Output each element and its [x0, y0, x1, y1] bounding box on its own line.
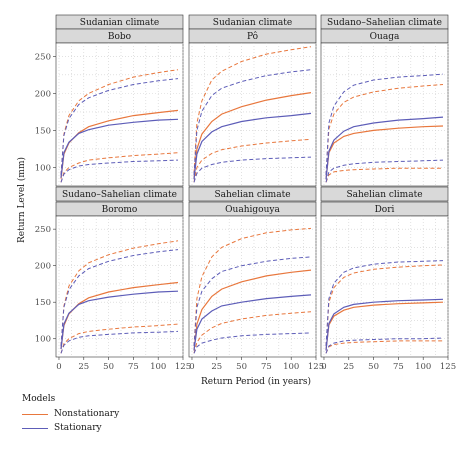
series-stationary-upper-ci	[325, 260, 444, 347]
x-tick-label: 50	[368, 362, 379, 372]
strip-climate	[55, 186, 184, 202]
plot-panel	[320, 215, 449, 358]
series-stationary-lower-ci	[60, 159, 179, 183]
series-nonstationary-lower-ci	[193, 311, 312, 354]
panel-ouahigouya: Sahelian climate Ouahigouya 0 25 50 75 100 125	[188, 186, 324, 372]
y-tick-label: 100	[35, 335, 51, 345]
x-tick-label: 100	[150, 362, 166, 372]
x-tick-label: 0	[189, 362, 194, 372]
legend-key-stationary	[22, 427, 48, 429]
strip-station-label: Bobo	[108, 32, 131, 42]
legend-item-stationary: Stationary	[22, 421, 119, 435]
plot-panel	[55, 215, 184, 358]
series-stationary-lower-ci	[193, 332, 312, 354]
x-tick-label: 50	[236, 362, 247, 372]
y-tick-label: 250	[35, 52, 51, 62]
legend: Models Nonstationary Stationary	[22, 394, 119, 435]
series-stationary-estimate	[193, 294, 312, 351]
y-axis-title: Return Level (mm)	[16, 157, 27, 243]
legend-label-nonstationary: Nonstationary	[54, 409, 120, 419]
strip-climate-label: Sahelian climate	[346, 190, 422, 200]
y-tick-label: 100	[35, 163, 51, 173]
panel-bobo: Sudanian climate Bobo 100 150 200 250	[35, 14, 184, 187]
x-axis-title: Return Period (in years)	[201, 376, 311, 387]
series-stationary-upper-ci	[193, 256, 312, 347]
strip-climate	[188, 186, 317, 202]
x-tick-label: 0	[56, 362, 61, 372]
x-tick-label: 0	[321, 362, 326, 372]
series-stationary-lower-ci	[60, 330, 179, 354]
y-tick-label: 150	[35, 126, 51, 136]
panel-ouaga: Sudano–Sahelian climate Ouaga	[320, 14, 449, 187]
strip-climate	[320, 186, 449, 202]
strip-station-label: Dori	[375, 205, 395, 215]
series-stationary-estimate	[60, 290, 179, 350]
strip-climate-label: Sudano–Sahelian climate	[62, 190, 177, 200]
legend-label-stationary: Stationary	[54, 423, 102, 433]
series-stationary-lower-ci	[193, 156, 312, 183]
series-stationary-upper-ci	[60, 78, 179, 175]
x-tick-label: 125	[175, 362, 191, 372]
series-stationary-upper-ci	[60, 249, 179, 347]
series-nonstationary-lower-ci	[325, 340, 443, 354]
legend-title: Models	[22, 394, 56, 404]
faceted-line-chart: Sudanian climateBobo100150200250Sudanian…	[16, 14, 456, 387]
x-tick-label: 100	[415, 362, 431, 372]
series-nonstationary-estimate	[325, 301, 444, 351]
strip-climate-label: Sudanian climate	[213, 18, 292, 28]
legend-item-nonstationary: Nonstationary	[22, 407, 119, 421]
strip-climate-label: Sahelian climate	[214, 190, 290, 200]
series-nonstationary-lower-ci	[193, 138, 312, 183]
panel-dori: Sahelian climate Dori 0 25 50 75 100 125	[320, 186, 456, 372]
series-nonstationary-lower-ci	[60, 152, 179, 183]
strip-station-label: Ouahigouya	[225, 205, 280, 215]
x-tick-label: 75	[393, 362, 404, 372]
series-stationary-estimate	[325, 116, 444, 180]
panel-p: Sudanian climate Pô	[188, 14, 317, 187]
series-stationary-estimate	[325, 298, 444, 351]
plot-panel	[55, 42, 184, 187]
series-stationary-lower-ci	[325, 337, 444, 354]
strip-climate-label: Sudanian climate	[80, 18, 159, 28]
x-tick-label: 125	[440, 362, 456, 372]
legend-key-nonstationary	[22, 413, 48, 415]
series-nonstationary-estimate	[193, 269, 312, 351]
strip-station-label: Pô	[247, 31, 258, 42]
x-tick-label: 125	[308, 362, 324, 372]
series-stationary-lower-ci	[325, 159, 444, 183]
series-nonstationary-upper-ci	[325, 84, 444, 175]
series-nonstationary-lower-ci	[60, 323, 179, 354]
x-tick-label: 25	[211, 362, 222, 372]
y-tick-label: 250	[35, 225, 51, 235]
series-stationary-upper-ci	[193, 69, 312, 175]
series-stationary-estimate	[193, 112, 312, 180]
series-nonstationary-lower-ci	[325, 167, 443, 183]
x-tick-label: 75	[128, 362, 139, 372]
strip-climate-label: Sudano–Sahelian climate	[327, 18, 442, 28]
strip-station-label: Ouaga	[370, 32, 400, 42]
strip-station-label: Boromo	[102, 205, 138, 215]
series-nonstationary-upper-ci	[60, 240, 179, 347]
series-stationary-estimate	[60, 118, 179, 178]
plot-panel	[320, 42, 449, 187]
x-tick-label: 75	[261, 362, 272, 372]
series-nonstationary-estimate	[193, 92, 312, 179]
y-tick-label: 150	[35, 298, 51, 308]
panel-boromo: Sudano–Sahelian climate Boromo 100 150 200 25…	[35, 186, 191, 372]
series-nonstationary-upper-ci	[325, 264, 444, 347]
series-stationary-upper-ci	[325, 73, 444, 175]
x-tick-label: 50	[103, 362, 114, 372]
y-tick-label: 200	[35, 89, 51, 99]
plot-panel	[188, 215, 317, 358]
x-tick-label: 100	[283, 362, 299, 372]
series-nonstationary-estimate	[325, 125, 444, 180]
series-nonstationary-upper-ci	[193, 227, 312, 347]
x-tick-label: 25	[78, 362, 89, 372]
x-tick-label: 25	[343, 362, 354, 372]
y-tick-label: 200	[35, 262, 51, 272]
plot-panel	[188, 42, 317, 187]
series-nonstationary-upper-ci	[60, 69, 179, 175]
